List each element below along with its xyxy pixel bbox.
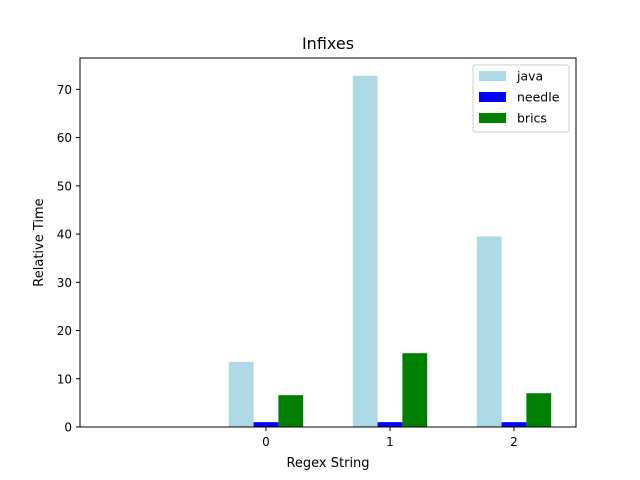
y-tick-label: 30 (57, 276, 72, 290)
y-tick-label: 40 (57, 228, 72, 242)
bar-needle-1 (377, 422, 403, 427)
bar-brics-2 (526, 393, 552, 427)
y-tick-label: 20 (57, 324, 72, 338)
legend-label-java: java (516, 69, 543, 84)
y-tick-label: 10 (57, 372, 72, 386)
y-ticks-group: 0 10 20 30 40 50 60 70 (57, 83, 80, 435)
bar-needle-2 (501, 422, 527, 427)
bar-java-1 (352, 75, 378, 428)
legend: java needle brics (472, 64, 570, 133)
y-tick-label: 50 (57, 179, 72, 193)
y-tick-label: 70 (57, 83, 72, 97)
x-ticks-group: 0 1 2 (262, 427, 518, 449)
legend-swatch-brics (479, 113, 506, 123)
x-tick-label: 1 (386, 435, 394, 449)
bar-brics-0 (278, 395, 304, 427)
x-axis-label: Regex String (286, 456, 369, 471)
y-tick-label: 0 (64, 421, 72, 435)
y-axis-label: Relative Time (32, 198, 47, 286)
legend-swatch-needle (479, 92, 506, 102)
chart-title: Infixes (302, 34, 354, 53)
bar-java-2 (476, 236, 502, 427)
legend-label-brics: brics (517, 111, 547, 126)
x-tick-label: 0 (262, 435, 270, 449)
legend-label-needle: needle (517, 90, 560, 105)
y-tick-label: 60 (57, 131, 72, 145)
plot-area-frame (79, 57, 577, 428)
bars-group (228, 75, 552, 428)
bar-needle-0 (253, 422, 279, 427)
legend-swatch-java (479, 71, 506, 81)
bar-brics-1 (402, 353, 428, 427)
x-tick-label: 2 (510, 435, 518, 449)
bar-java-0 (228, 361, 254, 427)
